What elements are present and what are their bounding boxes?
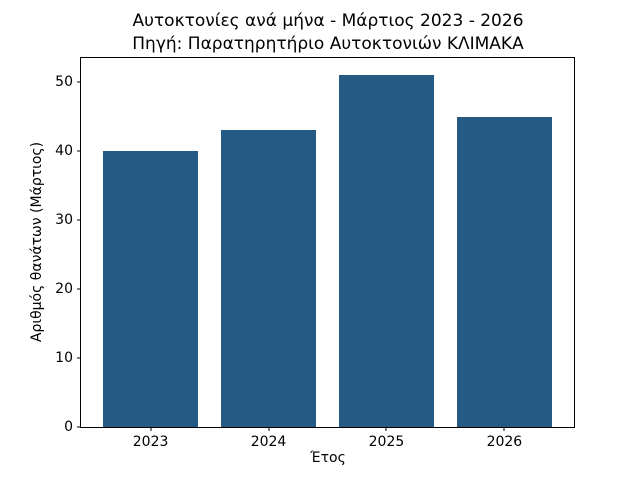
x-tick-label-2024: 2024 [250,434,287,450]
y-tick-label-0: 0 [64,419,73,435]
x-tick-mark-2026 [503,427,505,431]
y-tick-mark-30 [77,219,81,221]
y-tick-label-10: 10 [55,350,73,367]
y-tick-label-30: 30 [55,212,73,229]
x-tick-label-2026: 2026 [486,434,523,450]
y-tick-label-50: 50 [55,74,73,91]
y-tick-mark-40 [77,150,81,152]
bar-2024 [221,130,316,427]
y-tick-mark-50 [77,81,81,83]
x-tick-mark-2023 [150,427,152,431]
chart-subtitle: Πηγή: Παρατηρητήριο Αυτοκτονιών ΚΛΙΜΑΚΑ [132,34,524,54]
x-axis-label: Έτος [310,450,346,466]
x-tick-mark-2024 [268,427,270,431]
y-tick-label-20: 20 [55,281,73,298]
bar-2026 [457,116,552,427]
x-tick-label-2023: 2023 [132,434,169,450]
y-tick-mark-0 [77,426,81,428]
bars-layer [81,58,574,427]
chart-title: Αυτοκτονίες ανά μήνα - Μάρτιος 2023 - 20… [132,11,524,31]
y-axis-label: Αριθμός θανάτων (Μάρτιος) [29,141,45,343]
bar-2025 [339,75,434,427]
plot-area: 2023 2024 2025 2026 0 10 20 30 40 50 [55,57,575,450]
bar-2023 [103,151,198,427]
y-tick-mark-20 [77,288,81,290]
title-block: Αυτοκτονίες ανά μήνα - Μάρτιος 2023 - 20… [80,10,576,56]
y-tick-label-40: 40 [55,143,73,160]
x-tick-label-2025: 2025 [368,434,405,450]
x-tick-mark-2025 [385,427,387,431]
y-tick-mark-10 [77,357,81,359]
